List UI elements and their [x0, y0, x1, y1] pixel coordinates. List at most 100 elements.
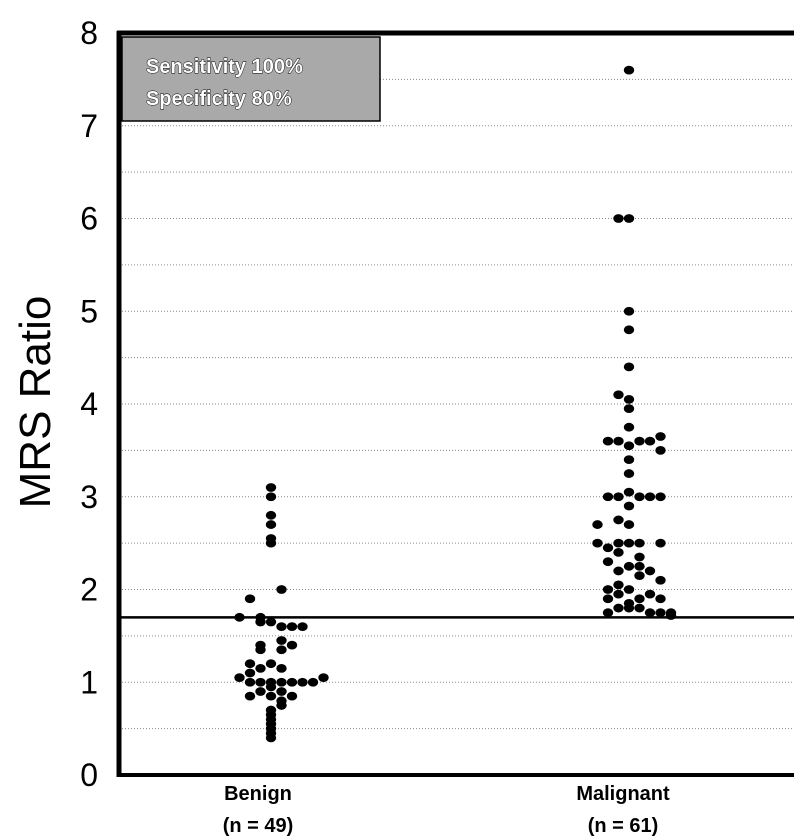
data-point-malignant	[644, 566, 656, 576]
data-point-benign	[286, 677, 298, 687]
data-point-malignant	[623, 362, 635, 372]
data-point-benign	[276, 622, 287, 631]
data-point-malignant	[623, 561, 635, 571]
data-point-benign	[286, 622, 298, 631]
y-tick-label: 0	[80, 757, 98, 793]
data-point-malignant	[644, 608, 656, 618]
data-point-malignant	[613, 492, 624, 502]
data-point-malignant	[623, 520, 635, 529]
data-point-benign	[265, 691, 277, 701]
data-point-malignant	[623, 65, 635, 75]
data-point-malignant	[634, 538, 645, 548]
data-point-malignant	[602, 557, 614, 567]
data-point-malignant	[634, 571, 645, 580]
points-layer	[234, 65, 677, 743]
data-point-benign	[244, 659, 256, 669]
data-point-malignant	[623, 455, 635, 465]
data-point-benign	[255, 663, 266, 673]
data-point-malignant	[623, 214, 635, 223]
data-point-malignant	[655, 492, 666, 502]
data-point-malignant	[623, 404, 635, 414]
data-point-benign	[276, 687, 287, 696]
data-point-benign	[255, 617, 266, 627]
data-point-malignant	[623, 422, 635, 432]
data-point-benign	[255, 645, 266, 655]
data-point-malignant	[623, 306, 635, 316]
data-point-malignant	[613, 214, 624, 223]
data-point-malignant	[623, 603, 635, 613]
data-point-malignant	[634, 552, 645, 562]
data-point-benign	[276, 701, 287, 710]
data-point-malignant	[623, 501, 635, 511]
data-point-benign	[265, 733, 277, 743]
data-point-malignant	[602, 585, 614, 594]
data-point-malignant	[655, 445, 666, 455]
data-point-benign	[265, 520, 277, 529]
data-point-benign	[276, 585, 287, 594]
data-point-malignant	[665, 611, 677, 620]
data-point-benign	[255, 687, 266, 696]
category-count-benign: (n = 49)	[223, 815, 294, 836]
data-point-benign	[265, 538, 277, 548]
category-label-benign: Benign	[224, 783, 292, 805]
annotation-sensitivity: Sensitivity 100%	[146, 56, 303, 78]
y-tick-label: 8	[80, 15, 98, 51]
data-point-malignant	[634, 436, 645, 446]
data-point-malignant	[613, 538, 624, 548]
data-point-malignant	[655, 538, 666, 548]
data-point-malignant	[613, 580, 624, 590]
data-point-malignant	[602, 594, 614, 604]
y-tick-label: 1	[80, 664, 98, 700]
data-point-malignant	[602, 436, 614, 446]
data-point-malignant	[655, 608, 666, 618]
data-point-benign	[276, 677, 287, 687]
data-point-benign	[244, 668, 256, 678]
data-point-malignant	[613, 589, 624, 599]
data-point-benign	[307, 677, 319, 687]
labels-layer: MRS Ratio Benign (n = 49) Malignant (n =…	[11, 296, 670, 836]
data-point-malignant	[623, 325, 635, 335]
data-point-benign	[276, 663, 287, 673]
data-point-malignant	[655, 432, 666, 441]
data-point-benign	[265, 483, 277, 492]
data-point-malignant	[634, 561, 645, 571]
data-point-benign	[297, 622, 308, 631]
annotation-specificity: Specificity 80%	[146, 88, 292, 110]
data-point-malignant	[623, 538, 635, 548]
y-tick-label: 5	[80, 293, 98, 329]
data-point-benign	[244, 691, 256, 701]
data-point-benign	[265, 682, 277, 692]
data-point-malignant	[592, 538, 603, 548]
data-point-benign	[265, 510, 277, 520]
y-tick-label: 3	[80, 479, 98, 515]
data-point-benign	[286, 640, 298, 650]
data-point-malignant	[644, 436, 656, 446]
data-point-malignant	[623, 469, 635, 478]
data-point-malignant	[644, 492, 656, 502]
data-point-malignant	[602, 543, 614, 553]
data-point-malignant	[602, 492, 614, 502]
data-point-malignant	[613, 548, 624, 557]
data-point-benign	[234, 673, 245, 683]
y-axis-title: MRS Ratio	[11, 296, 60, 509]
data-point-malignant	[623, 585, 635, 594]
y-tick-label: 6	[80, 201, 98, 237]
data-point-malignant	[613, 436, 624, 446]
data-point-malignant	[634, 492, 645, 502]
y-tick-label: 4	[80, 386, 98, 422]
category-count-malignant: (n = 61)	[588, 815, 659, 836]
category-label-malignant: Malignant	[576, 783, 670, 805]
axes-layer: 0 1 2 3 4 5 6 7 8	[80, 15, 794, 793]
data-point-benign	[286, 691, 298, 701]
data-point-benign	[265, 617, 277, 627]
data-point-benign	[234, 612, 245, 622]
data-point-benign	[297, 677, 308, 687]
data-point-malignant	[613, 515, 624, 525]
data-point-malignant	[623, 394, 635, 404]
data-point-malignant	[592, 520, 603, 529]
data-point-benign	[255, 677, 266, 687]
data-point-malignant	[655, 594, 666, 604]
data-point-benign	[276, 645, 287, 655]
